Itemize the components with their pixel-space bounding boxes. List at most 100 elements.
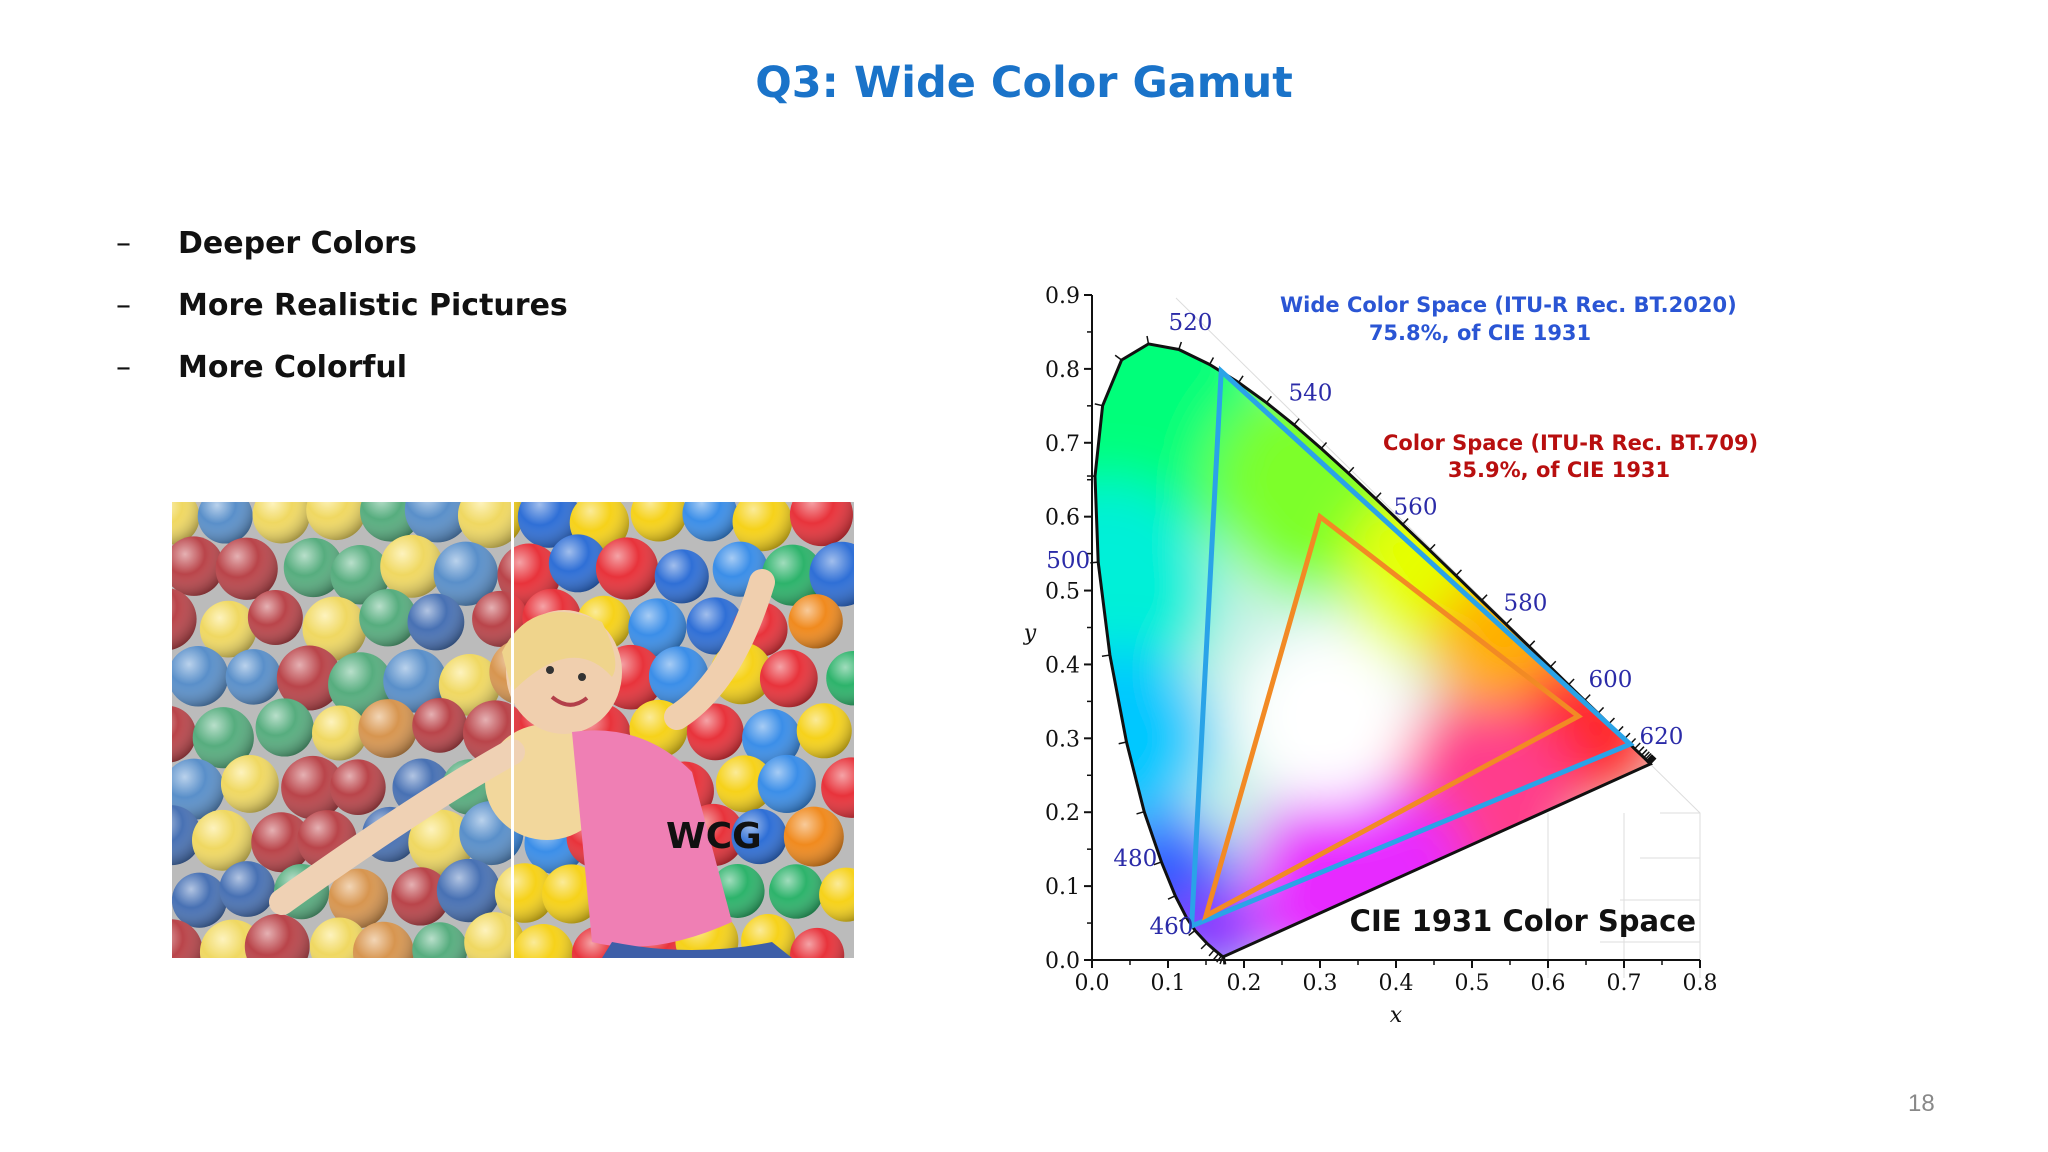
locus-tick [1649,757,1657,765]
ball-shading [312,705,368,761]
ball-shading [759,649,818,708]
locus-tick [1208,357,1215,365]
locus-tick [1153,861,1162,866]
y-tick-label: 0.7 [1045,432,1080,457]
bt709-triangle [1201,512,1583,921]
locus-tick [1216,955,1223,963]
y-tick-label: 0.5 [1045,580,1080,605]
ball-shading [352,921,414,958]
locus-tick [1480,594,1488,601]
ball-shading [404,502,471,543]
ball-shading [790,927,845,958]
wavelength-label: 580 [1504,590,1548,616]
x-tick-label: 0.4 [1379,971,1414,996]
y-tick-label: 0.4 [1045,653,1080,678]
ball-shading [172,536,224,596]
locus-tick [1101,654,1110,658]
ball-shading [172,872,227,928]
x-tick-label: 0.0 [1075,971,1110,996]
legend-bt2020-name: Wide Color Space (ITU-R Rec. BT.2020) [1280,293,1737,317]
locus-tick [1347,466,1355,474]
x-tick-label: 0.2 [1227,971,1262,996]
locus-tick [1178,341,1183,350]
locus-tick [1200,942,1208,950]
wavelength-label: 500 [1046,548,1090,574]
locus-tick [1455,569,1462,577]
ball-shading [244,913,310,958]
y-tick-label: 0.8 [1045,358,1080,383]
locus-tick [1136,810,1145,815]
x-tick-label: 0.3 [1303,971,1338,996]
locus-tick [1167,895,1176,900]
y-tick-labels: 0.0 0.1 0.2 0.3 0.4 0.5 0.6 0.7 0.8 0.9 [1045,284,1080,974]
ball-shading [330,545,390,605]
x-tick-label: 0.8 [1683,971,1718,996]
locus-tick [1549,660,1557,668]
locus-tick [1114,354,1123,361]
locus-tick [1265,395,1272,404]
ball-shading [383,649,447,713]
locus-tick [1178,916,1187,922]
child-figure [269,569,792,958]
bullet-marker: – [116,349,131,385]
ball-shading [219,861,276,917]
locus-tick [1647,755,1654,762]
y-tick-label: 0.2 [1045,801,1080,826]
gamut-color-blob [1095,480,1218,701]
x-tick-label: 0.1 [1151,971,1186,996]
locus-tick [1293,418,1300,426]
bullet-item: – More Realistic Pictures [116,274,568,336]
locus-tick [1146,335,1150,345]
x-tick-labels: 0.0 0.1 0.2 0.3 0.4 0.5 0.6 0.7 0.8 [1075,971,1718,996]
ball-shading [654,549,709,604]
ball-shading [172,502,200,545]
locus-tick [1212,952,1220,961]
ball-shading [686,703,744,761]
ball-pit-image [172,502,854,958]
locus-tick [1402,518,1409,525]
bullet-marker: – [116,225,131,261]
ball-shading [826,650,854,706]
ball-shading [328,868,389,929]
wavelength-label: 540 [1288,381,1332,407]
ball-shading [819,867,854,922]
ball-shading [464,912,511,958]
locus-tick [1320,441,1328,449]
ball-shading [595,537,659,600]
ball-shading [330,759,386,815]
ball-shading [247,590,303,646]
y-tick-label: 0.6 [1045,506,1080,531]
wavelength-label: 460 [1149,914,1193,940]
bullet-marker: – [116,287,131,323]
ball-shading [172,706,196,763]
ball-shading [796,703,852,759]
y-tick-label: 0.0 [1045,949,1080,974]
ball-shading [628,598,687,657]
y-tick-label: 0.9 [1045,284,1080,309]
ball-shading [757,754,816,814]
locus-tick [1634,742,1641,750]
ball-shading [809,541,854,607]
ball-shading [494,866,511,920]
x-tick-label: 0.7 [1607,971,1642,996]
locus-tick [1597,706,1605,714]
bullet-text: Deeper Colors [178,225,417,261]
ball-shading [436,858,501,923]
ball-shading [199,600,257,658]
locus-tick [1643,751,1650,759]
ball-shading [742,708,801,768]
ball-shading [215,537,278,600]
ball-shading [192,707,254,769]
locus-tick [1528,640,1536,648]
ball-shading [783,806,844,867]
locus-tick [1208,949,1215,957]
ball-shading [197,502,253,544]
ball-shading [412,922,468,958]
bullet-item: – More Colorful [116,336,568,398]
ball-shading [391,867,450,926]
ball-shading [821,757,854,818]
ball-shading [172,919,203,958]
ball-shading [457,502,511,548]
locus-tick [1644,752,1652,760]
ball-shading [761,544,823,606]
